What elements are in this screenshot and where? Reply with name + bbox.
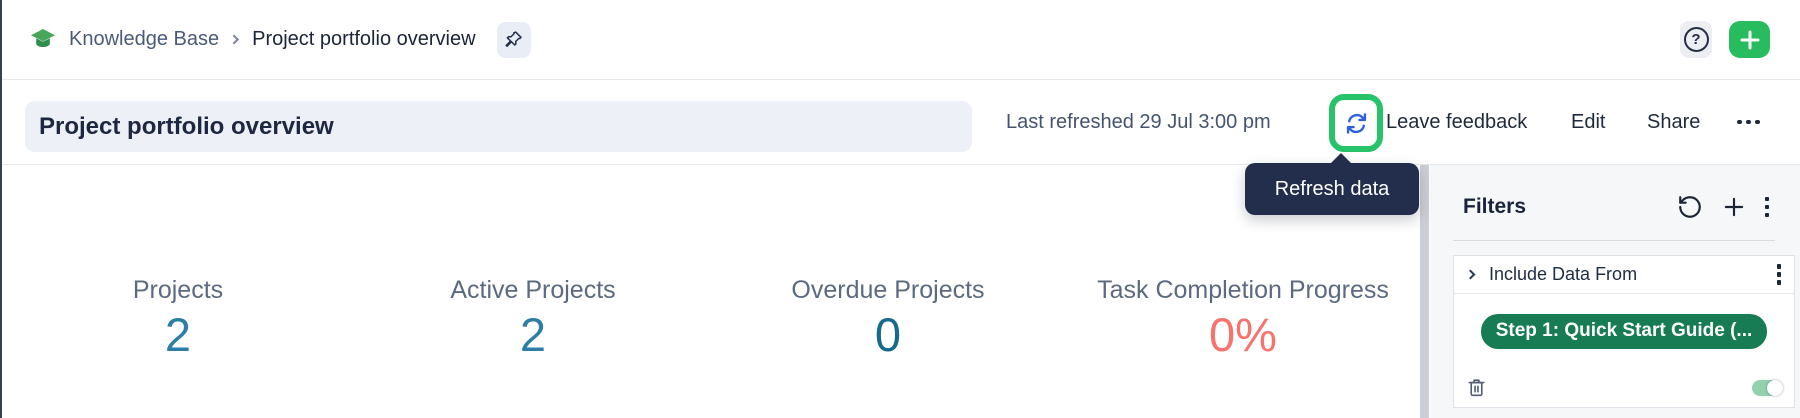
pin-button[interactable] — [496, 21, 531, 58]
filter-group-header[interactable]: Include Data From — [1454, 256, 1794, 294]
kpi-label: Projects — [132, 276, 224, 304]
question-mark-icon: ? — [1683, 27, 1709, 52]
page-header: Project portfolio overview Last refreshe… — [0, 80, 1800, 165]
page-title: Project portfolio overview — [39, 112, 334, 140]
rotate-ccw-icon — [1677, 194, 1703, 220]
delete-filter-button[interactable] — [1465, 376, 1488, 399]
vertical-ellipsis-icon — [1776, 264, 1781, 285]
plus-icon — [1721, 194, 1747, 220]
kpi-value: 0 — [874, 308, 902, 361]
trash-icon — [1465, 376, 1488, 399]
filter-chip-row: Step 1: Quick Start Guide (... — [1454, 294, 1794, 368]
filters-toolbar — [1677, 194, 1769, 220]
window-edge — [0, 0, 2, 418]
tooltip-text: Refresh data — [1274, 177, 1390, 200]
kpi-projects: Projects 2 — [0, 275, 356, 362]
global-actions: ? — [1680, 21, 1770, 58]
create-new-button[interactable] — [1729, 21, 1770, 58]
breadcrumb: Knowledge Base Project portfolio overvie… — [30, 21, 531, 58]
add-filter-button[interactable] — [1721, 194, 1747, 220]
kpi-task-completion-progress: Task Completion Progress 0% — [1065, 275, 1421, 362]
kpi-label: Active Projects — [450, 276, 616, 304]
filters-divider — [1453, 240, 1775, 241]
kpi-label: Overdue Projects — [791, 276, 985, 304]
breadcrumb-app-link[interactable]: Knowledge Base — [69, 28, 220, 50]
kpi-active-projects: Active Projects 2 — [355, 275, 711, 362]
reset-filters-button[interactable] — [1677, 194, 1703, 220]
toggle-knob — [1767, 379, 1783, 396]
breadcrumb-page-label: Project portfolio overview — [252, 28, 476, 50]
filter-value-chip[interactable]: Step 1: Quick Start Guide (... — [1480, 313, 1768, 349]
kpi-label: Task Completion Progress — [1097, 276, 1389, 304]
filters-panel: Filters — [1430, 165, 1800, 418]
kpi-value: 2 — [164, 308, 192, 361]
kpi-overdue-projects: Overdue Projects 0 — [710, 275, 1066, 362]
filter-group-card: Include Data From Step 1: Quick Start Gu… — [1453, 255, 1795, 408]
share-button[interactable]: Share — [1647, 80, 1700, 164]
refresh-icon — [1343, 110, 1370, 137]
refresh-data-tooltip: Refresh data — [1245, 153, 1419, 215]
filter-group-menu-button[interactable] — [1776, 264, 1781, 285]
edit-button[interactable]: Edit — [1571, 80, 1605, 164]
filter-enabled-toggle[interactable] — [1752, 379, 1783, 396]
chevron-right-icon — [1465, 269, 1476, 280]
breadcrumb-separator-icon — [229, 34, 240, 45]
filters-header: Filters — [1453, 189, 1777, 225]
graduation-cap-icon — [30, 28, 56, 51]
dashboard-content: Projects 2 Active Projects 2 Overdue Pro… — [0, 165, 1420, 418]
click-highlight-annotation — [1329, 94, 1383, 152]
last-refreshed-text: Last refreshed 29 Jul 3:00 pm — [1006, 110, 1271, 133]
breadcrumb-bar: Knowledge Base Project portfolio overvie… — [0, 0, 1800, 80]
page-title-field[interactable]: Project portfolio overview — [25, 101, 972, 152]
vertical-scrollbar[interactable] — [1420, 165, 1429, 418]
more-actions-button[interactable] — [1737, 80, 1760, 164]
pin-icon — [503, 29, 524, 50]
help-button[interactable]: ? — [1680, 21, 1712, 58]
plus-icon — [1740, 30, 1759, 49]
filters-menu-button[interactable] — [1764, 196, 1769, 218]
refresh-data-button[interactable] — [1343, 110, 1370, 137]
leave-feedback-button[interactable]: Leave feedback — [1386, 80, 1527, 164]
filters-title: Filters — [1463, 195, 1527, 218]
filter-group-label: Include Data From — [1489, 264, 1638, 284]
ellipsis-icon — [1737, 119, 1760, 125]
kpi-value: 2 — [519, 308, 547, 361]
vertical-ellipsis-icon — [1764, 196, 1769, 218]
filter-footer-row — [1454, 368, 1794, 407]
kpi-value: 0% — [1209, 308, 1277, 361]
